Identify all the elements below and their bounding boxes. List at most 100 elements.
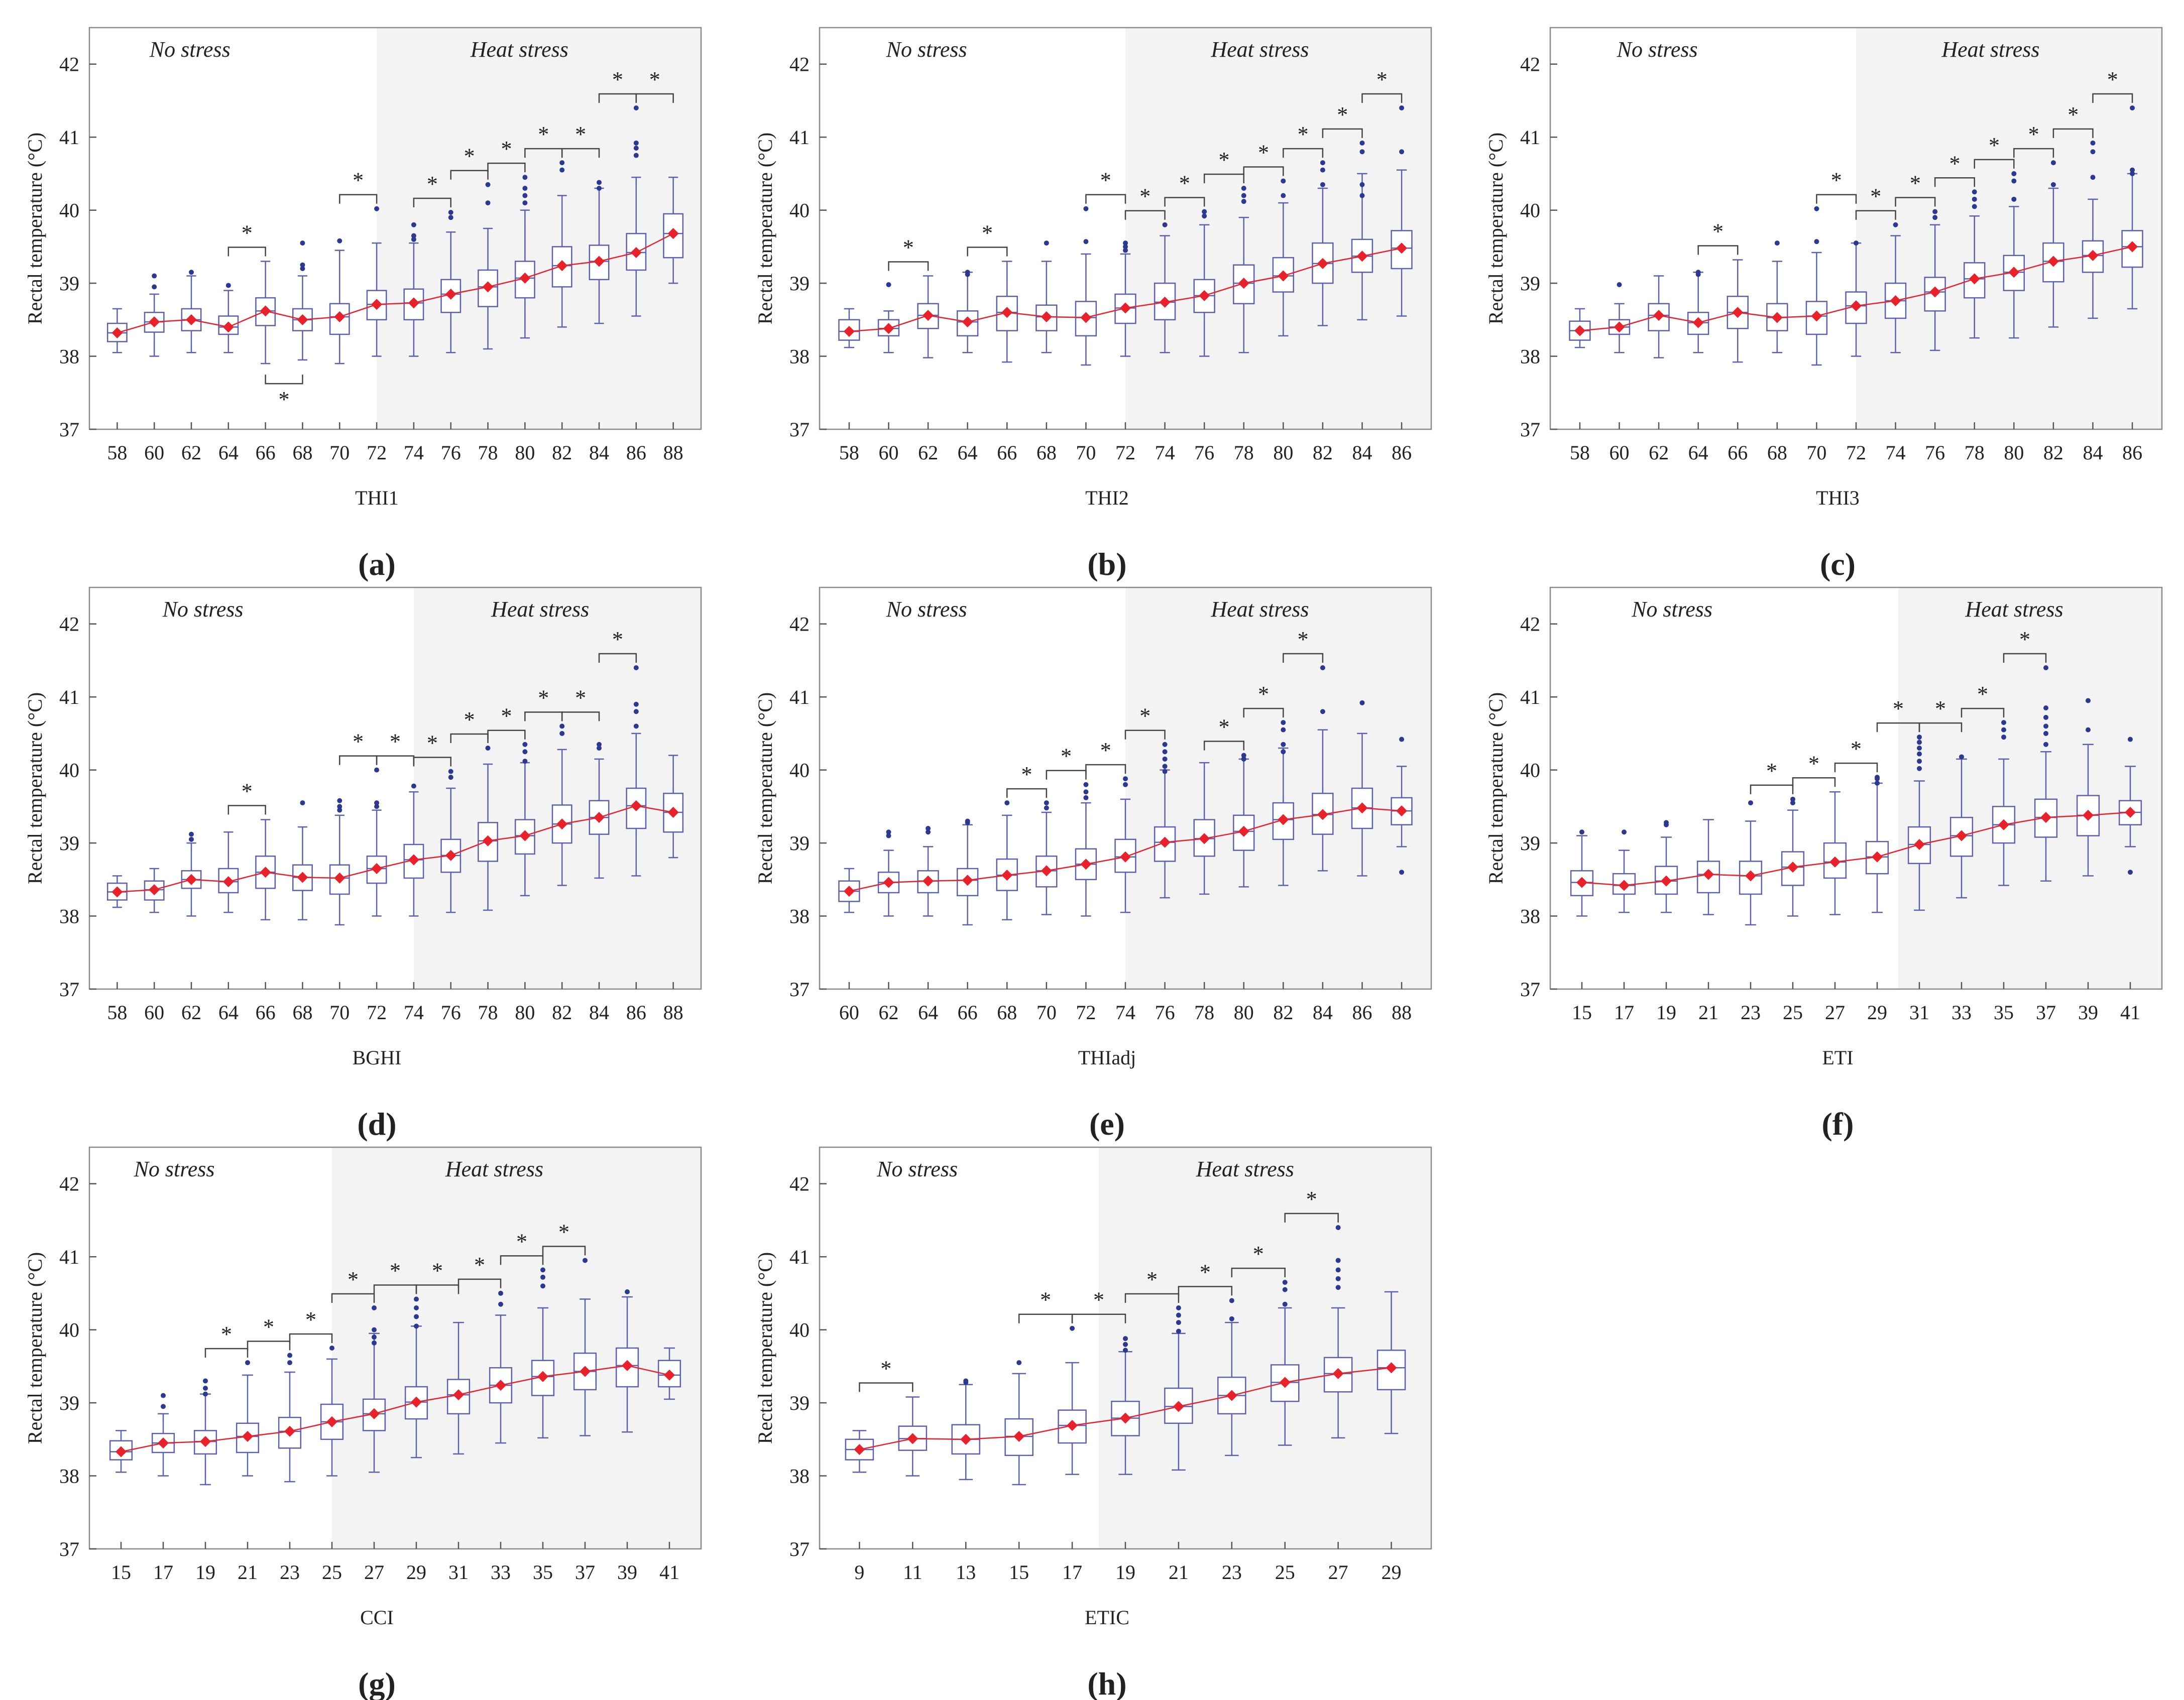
x-tick-label: 64	[958, 441, 978, 464]
y-tick-label: 42	[59, 1173, 79, 1195]
mean-marker	[408, 297, 419, 309]
x-tick-label: 62	[1649, 441, 1669, 464]
y-axis-label: Rectal temperature (°C)	[754, 692, 776, 884]
box-iqr	[1164, 1387, 1193, 1424]
x-tick-label: 17	[153, 1561, 173, 1584]
significance-star: *	[1253, 1242, 1264, 1266]
y-tick-label: 37	[1520, 418, 1540, 441]
x-tick-label: 39	[2078, 1001, 2098, 1024]
mean-marker	[1692, 317, 1704, 328]
outlier-point	[1083, 239, 1089, 245]
outlier-point	[485, 182, 491, 187]
outlier-point	[1695, 272, 1701, 277]
panel-label: (b)	[1087, 546, 1126, 582]
significance-star: *	[1298, 122, 1309, 147]
outlier-point	[1579, 829, 1584, 835]
x-tick-label: 17	[1062, 1561, 1082, 1584]
outlier-point	[1123, 240, 1128, 246]
outlier-point	[1335, 1258, 1341, 1263]
significance-star: *	[1258, 140, 1269, 165]
significance-bracket	[1816, 194, 1857, 204]
x-tick-label: 72	[367, 1001, 387, 1024]
outlier-point	[374, 767, 380, 773]
significance-bracket	[1124, 1293, 1180, 1303]
significance-star: *	[575, 122, 586, 147]
mean-marker	[334, 872, 346, 884]
x-tick-label: 23	[1741, 1001, 1761, 1024]
x-tick-label: 23	[280, 1561, 300, 1584]
x-tick-label: 62	[181, 441, 201, 464]
outlier-point	[1335, 1276, 1341, 1281]
y-tick-label: 39	[789, 1392, 810, 1414]
x-tick-label: 58	[107, 1001, 127, 1024]
outlier-point	[1123, 1342, 1128, 1347]
x-tick-label: 78	[1965, 441, 1985, 464]
x-tick-label: 86	[1392, 441, 1412, 464]
x-tick-label: 76	[1925, 441, 1945, 464]
significance-star: *	[390, 1259, 401, 1283]
y-tick-label: 42	[1520, 53, 1540, 76]
significance-star: *	[982, 220, 993, 245]
outlier-point	[1320, 709, 1325, 714]
significance-star: *	[1831, 168, 1842, 193]
outlier-point	[414, 1296, 419, 1302]
mean-marker	[1013, 1431, 1025, 1442]
x-tick-label: 11	[903, 1561, 923, 1584]
mean-marker	[594, 812, 605, 823]
significance-bracket	[1243, 707, 1284, 718]
outlier-point	[633, 723, 639, 729]
significance-star: *	[1935, 696, 1946, 721]
y-tick-label: 39	[789, 272, 810, 295]
significance-star: *	[1100, 168, 1111, 193]
outlier-point	[633, 665, 639, 670]
outlier-point	[1399, 105, 1405, 110]
mean-marker	[242, 1431, 253, 1442]
outlier-point	[1070, 1325, 1075, 1331]
outlier-point	[1241, 753, 1246, 758]
significance-bracket	[1834, 762, 1878, 773]
no-stress-label: No stress	[149, 37, 231, 62]
mean-marker	[1041, 865, 1052, 877]
significance-star: *	[1139, 704, 1151, 728]
heat-stress-label: Heat stress	[1210, 37, 1309, 62]
mean-marker	[2040, 812, 2051, 823]
outlier-point	[559, 731, 565, 736]
mean-marker	[200, 1436, 211, 1447]
outlier-point	[1229, 1298, 1234, 1303]
mean-marker	[1001, 870, 1013, 881]
significance-bracket	[204, 1348, 249, 1358]
outlier-point	[1359, 182, 1365, 187]
significance-star: *	[1851, 737, 1862, 761]
outlier-point	[559, 167, 565, 173]
panel-label: (c)	[1820, 546, 1856, 582]
plot-frame	[88, 1146, 702, 1550]
significance-bracket	[561, 148, 600, 158]
mean-marker	[1199, 833, 1210, 844]
y-tick-label: 40	[1520, 199, 1540, 222]
y-axis-label: Rectal temperature (°C)	[754, 133, 776, 324]
x-tick-label: 68	[292, 1001, 312, 1024]
outlier-point	[374, 800, 380, 806]
significance-star: *	[242, 779, 253, 804]
mean-marker	[1914, 839, 1925, 850]
x-tick-label: 82	[552, 1001, 572, 1024]
x-tick-label: 64	[918, 1001, 938, 1024]
y-tick-label: 38	[59, 905, 79, 928]
x-tick-label: 25	[1783, 1001, 1803, 1024]
outlier-point	[203, 1378, 208, 1384]
significance-bracket	[561, 711, 600, 721]
chart-panel-b: No stress Heat stress 37 38 39 40 41 42 Rectal t…	[754, 27, 1432, 582]
x-tick-label: 21	[238, 1561, 258, 1584]
mean-marker	[1614, 321, 1625, 333]
x-tick-label: 60	[144, 1001, 164, 1024]
chart-panel-h: No stress Heat stress 37 38 39 40 41 42 Rectal t…	[754, 1146, 1432, 1700]
y-tick-label: 37	[59, 978, 79, 1001]
outlier-point	[1320, 160, 1325, 166]
outlier-point	[203, 1386, 208, 1391]
significance-bracket	[339, 755, 378, 765]
significance-star: *	[1200, 1260, 1211, 1284]
x-tick-label: 82	[1273, 1001, 1293, 1024]
mean-marker	[2008, 267, 2020, 278]
mean-marker	[1396, 805, 1408, 817]
significance-bracket	[1895, 197, 1936, 207]
